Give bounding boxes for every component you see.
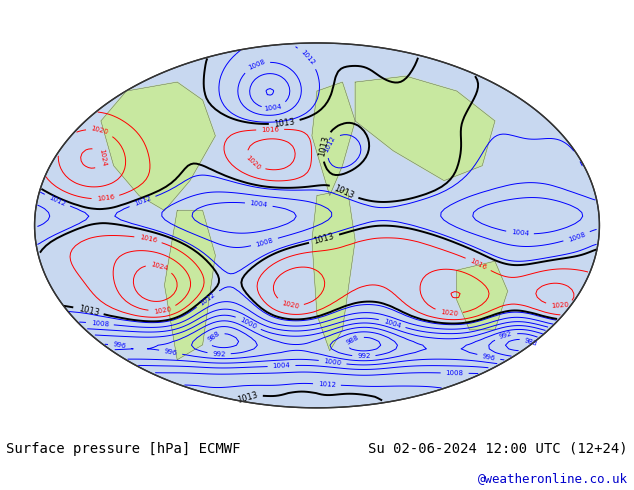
Text: Surface pressure [hPa] ECMWF: Surface pressure [hPa] ECMWF xyxy=(6,441,241,456)
Text: 1008: 1008 xyxy=(91,320,109,327)
Text: 1008: 1008 xyxy=(446,370,463,376)
Text: 1016: 1016 xyxy=(469,257,488,271)
Text: 988: 988 xyxy=(524,337,538,347)
Text: 988: 988 xyxy=(345,334,360,345)
Text: 992: 992 xyxy=(498,331,513,341)
Polygon shape xyxy=(355,76,495,181)
Text: 1008: 1008 xyxy=(567,231,586,243)
Text: Su 02-06-2024 12:00 UTC (12+24): Su 02-06-2024 12:00 UTC (12+24) xyxy=(368,441,628,456)
Text: 1012: 1012 xyxy=(198,291,217,306)
Text: 1013: 1013 xyxy=(273,117,295,129)
Text: 1013: 1013 xyxy=(317,135,330,157)
Text: 1004: 1004 xyxy=(273,363,290,369)
Text: 1013: 1013 xyxy=(332,184,356,200)
Text: 992: 992 xyxy=(357,353,370,360)
Text: 1020: 1020 xyxy=(281,300,299,310)
Text: 1012: 1012 xyxy=(323,135,337,154)
Text: 1020: 1020 xyxy=(440,309,458,317)
Text: 1004: 1004 xyxy=(511,229,529,237)
Polygon shape xyxy=(101,82,216,211)
Text: 988: 988 xyxy=(206,330,221,343)
Text: 1000: 1000 xyxy=(239,316,257,330)
Text: 1004: 1004 xyxy=(250,200,268,208)
Text: 1024: 1024 xyxy=(150,261,169,271)
Polygon shape xyxy=(312,190,355,351)
Text: 1012: 1012 xyxy=(133,196,152,207)
Text: 1020: 1020 xyxy=(153,306,172,315)
Polygon shape xyxy=(164,211,216,360)
Text: 1000: 1000 xyxy=(323,358,342,367)
Text: 1012: 1012 xyxy=(300,49,316,67)
Text: 1013: 1013 xyxy=(77,304,100,317)
Text: 1008: 1008 xyxy=(247,59,266,72)
Text: 1004: 1004 xyxy=(383,318,402,329)
Polygon shape xyxy=(312,82,355,196)
Text: 1012: 1012 xyxy=(318,381,336,388)
Text: 1008: 1008 xyxy=(255,237,274,247)
Polygon shape xyxy=(35,43,599,408)
Text: 1012: 1012 xyxy=(48,194,67,207)
Text: 1013: 1013 xyxy=(236,390,259,405)
Text: 1016: 1016 xyxy=(139,234,157,244)
Text: 1020: 1020 xyxy=(550,302,569,309)
Text: 1020: 1020 xyxy=(245,154,262,171)
Text: 1016: 1016 xyxy=(96,194,115,202)
Text: 1024: 1024 xyxy=(98,148,107,167)
Text: 996: 996 xyxy=(164,348,178,357)
Polygon shape xyxy=(456,261,508,330)
Text: @weatheronline.co.uk: @weatheronline.co.uk xyxy=(477,472,628,485)
Text: 1016: 1016 xyxy=(261,126,279,133)
Text: 1004: 1004 xyxy=(264,103,282,112)
Text: 1013: 1013 xyxy=(313,232,335,246)
Text: 992: 992 xyxy=(212,350,226,357)
Text: 996: 996 xyxy=(481,353,496,362)
Text: 1020: 1020 xyxy=(91,125,109,136)
Text: 996: 996 xyxy=(113,341,127,349)
